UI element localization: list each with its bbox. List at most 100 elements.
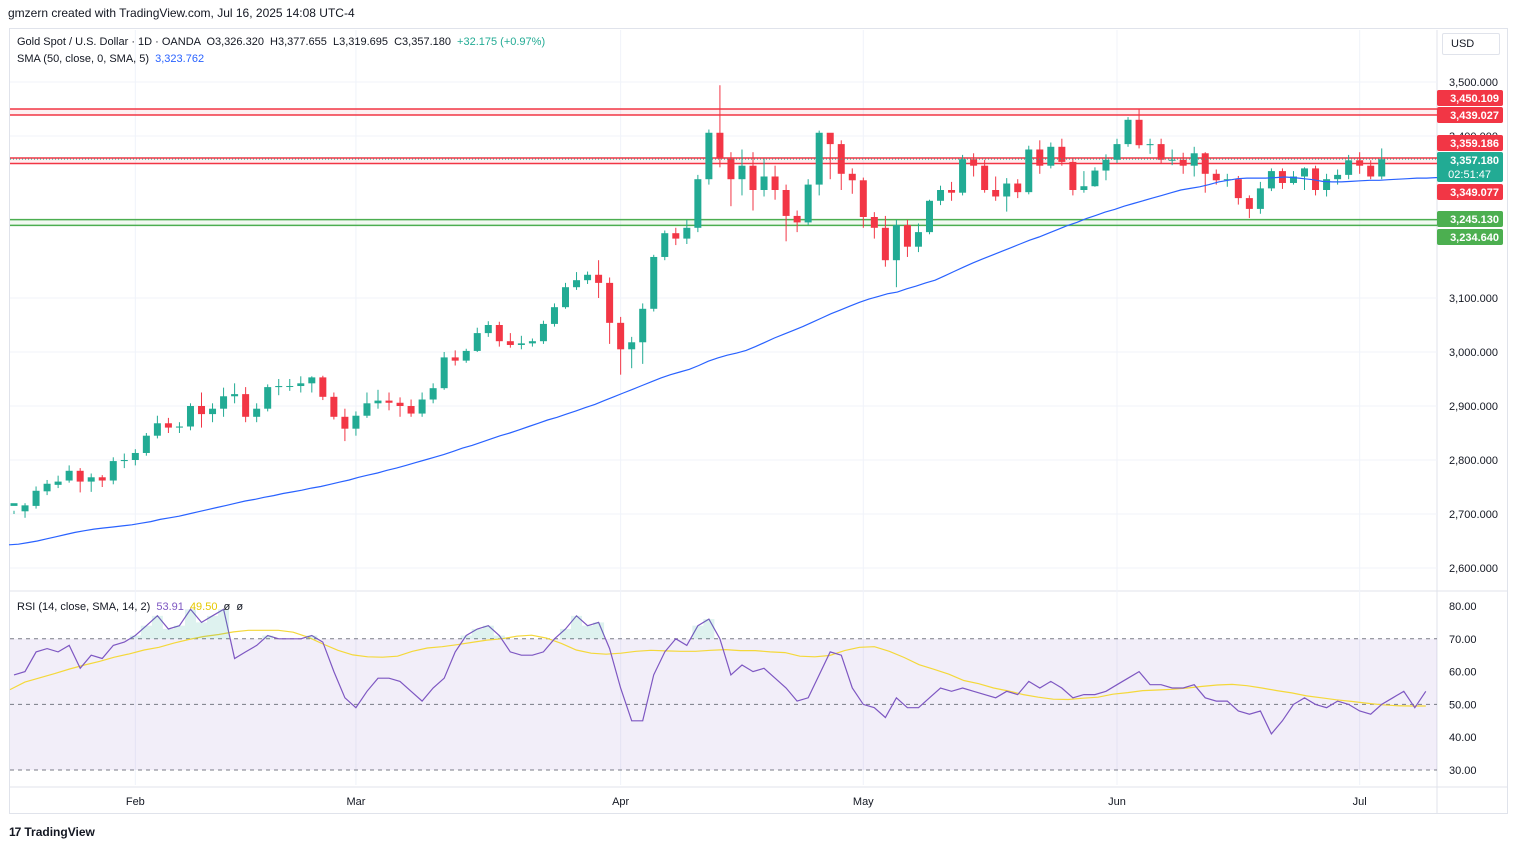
- sma-line: [8, 176, 1465, 546]
- candle-body: [1245, 198, 1253, 209]
- candle-body: [1356, 160, 1364, 166]
- candle-body: [1378, 159, 1386, 177]
- candle-body: [914, 232, 922, 247]
- resistance-level-tag: 3,359.186: [1450, 138, 1499, 150]
- candle-body: [1091, 170, 1099, 187]
- candle-body: [297, 383, 305, 387]
- rsi-legend[interactable]: RSI (14, close, SMA, 14, 2) 53.91 49.50 …: [17, 601, 243, 613]
- rsi-tick-label: 50.00: [1449, 699, 1477, 711]
- candle-body: [1367, 165, 1375, 177]
- rsi-overbought-fill: [493, 635, 505, 639]
- candle-body: [495, 325, 503, 342]
- close-value: C3,357.180: [394, 36, 451, 48]
- candle-body: [992, 190, 1000, 197]
- candle-body: [418, 399, 426, 414]
- rsi-overbought-fill: [460, 635, 472, 639]
- candle-body: [363, 403, 371, 416]
- candle-body: [1323, 179, 1331, 190]
- price-tick-label: 2,800.000: [1449, 455, 1498, 467]
- currency-selector[interactable]: USD: [1442, 33, 1500, 55]
- resistance-level-tag-bg: [1437, 135, 1503, 151]
- candle-body: [694, 179, 702, 228]
- candle-body: [672, 233, 680, 239]
- resistance-level-tag: 3,450.109: [1450, 93, 1499, 105]
- candle-body: [705, 132, 713, 180]
- candle-body: [473, 333, 481, 351]
- candle-body: [981, 165, 989, 190]
- resistance-level-tag-bg: [1437, 90, 1503, 106]
- price-tick-label: 3,000.000: [1449, 347, 1498, 359]
- candle-body: [617, 322, 625, 350]
- candle-body: [661, 233, 669, 257]
- support-level-tag-bg: [1437, 229, 1503, 245]
- candle-body: [275, 386, 283, 388]
- candle-body: [749, 165, 757, 190]
- candle-body: [760, 176, 768, 190]
- rsi-overbought-fill: [129, 635, 141, 639]
- candle-body: [1168, 159, 1176, 161]
- chart-frame[interactable]: [9, 28, 1508, 814]
- candle-body: [65, 470, 73, 481]
- rsi-overbought-fill: [184, 609, 196, 639]
- candle-body: [142, 435, 150, 453]
- candle-body: [1058, 146, 1066, 162]
- candle-body: [308, 377, 316, 384]
- candle-body: [175, 426, 183, 428]
- candle-body: [1312, 168, 1320, 190]
- candle-body: [10, 503, 18, 506]
- price-tick-label: 2,600.000: [1449, 563, 1498, 575]
- candle-body: [429, 388, 437, 400]
- rsi-overbought-fill: [262, 635, 274, 639]
- time-tick-label: Mar: [346, 796, 365, 808]
- candle-body: [793, 215, 801, 223]
- rsi-overbought-fill: [162, 628, 174, 639]
- candle-body: [1124, 119, 1132, 145]
- rsi-tick-label: 80.00: [1449, 601, 1477, 613]
- candle-body: [1014, 183, 1022, 193]
- rsi-overbought-fill: [195, 622, 208, 639]
- rsi-value: 53.91: [156, 601, 184, 613]
- candle-body: [153, 423, 161, 436]
- candle-body: [1113, 144, 1121, 160]
- candle-body: [1289, 176, 1297, 183]
- candle-body: [517, 343, 525, 345]
- rsi-overbought-fill: [593, 622, 605, 639]
- rsi-lines: [9, 608, 1427, 735]
- rsi-overbought-fill: [571, 615, 583, 639]
- candle-body: [848, 173, 856, 181]
- candle-body: [782, 190, 790, 216]
- candle-body: [738, 165, 746, 180]
- price-tick-label: 2,700.000: [1449, 509, 1498, 521]
- resistance-level-tag-bg: [1437, 107, 1503, 123]
- brand-name: TradingView: [24, 825, 95, 839]
- candle-body: [683, 227, 691, 239]
- candle-body: [374, 400, 382, 404]
- symbol-title: Gold Spot / U.S. Dollar · 1D · OANDA: [17, 36, 201, 48]
- time-tick-label: Apr: [612, 796, 629, 808]
- candle-body: [76, 470, 84, 482]
- candle-body: [815, 132, 823, 185]
- rsi-tick-label: 40.00: [1449, 732, 1477, 744]
- rsi-overbought-fill: [692, 625, 704, 639]
- candle-body: [584, 274, 592, 281]
- candle-body: [650, 256, 658, 309]
- candle-body: [562, 287, 569, 308]
- rsi-extra-2: ø: [236, 601, 244, 613]
- time-tick-label: Feb: [126, 796, 145, 808]
- candle-body: [253, 408, 261, 417]
- candle-body: [925, 200, 933, 233]
- candle-body: [396, 402, 404, 406]
- sma-legend[interactable]: SMA (50, close, 0, SMA, 5) 3,323.762: [17, 53, 204, 65]
- candle-body: [595, 274, 603, 283]
- brand-footer[interactable]: 17 TradingView: [9, 825, 95, 839]
- candle-body: [352, 415, 360, 429]
- candle-body: [451, 357, 459, 361]
- candle-body: [1146, 144, 1154, 146]
- candle-body: [1069, 161, 1077, 190]
- candle-body: [1179, 159, 1187, 166]
- candle-body: [1334, 174, 1342, 180]
- rsi-extra-1: ø: [223, 601, 231, 613]
- candle-body: [881, 227, 889, 261]
- candle-body: [1003, 183, 1011, 197]
